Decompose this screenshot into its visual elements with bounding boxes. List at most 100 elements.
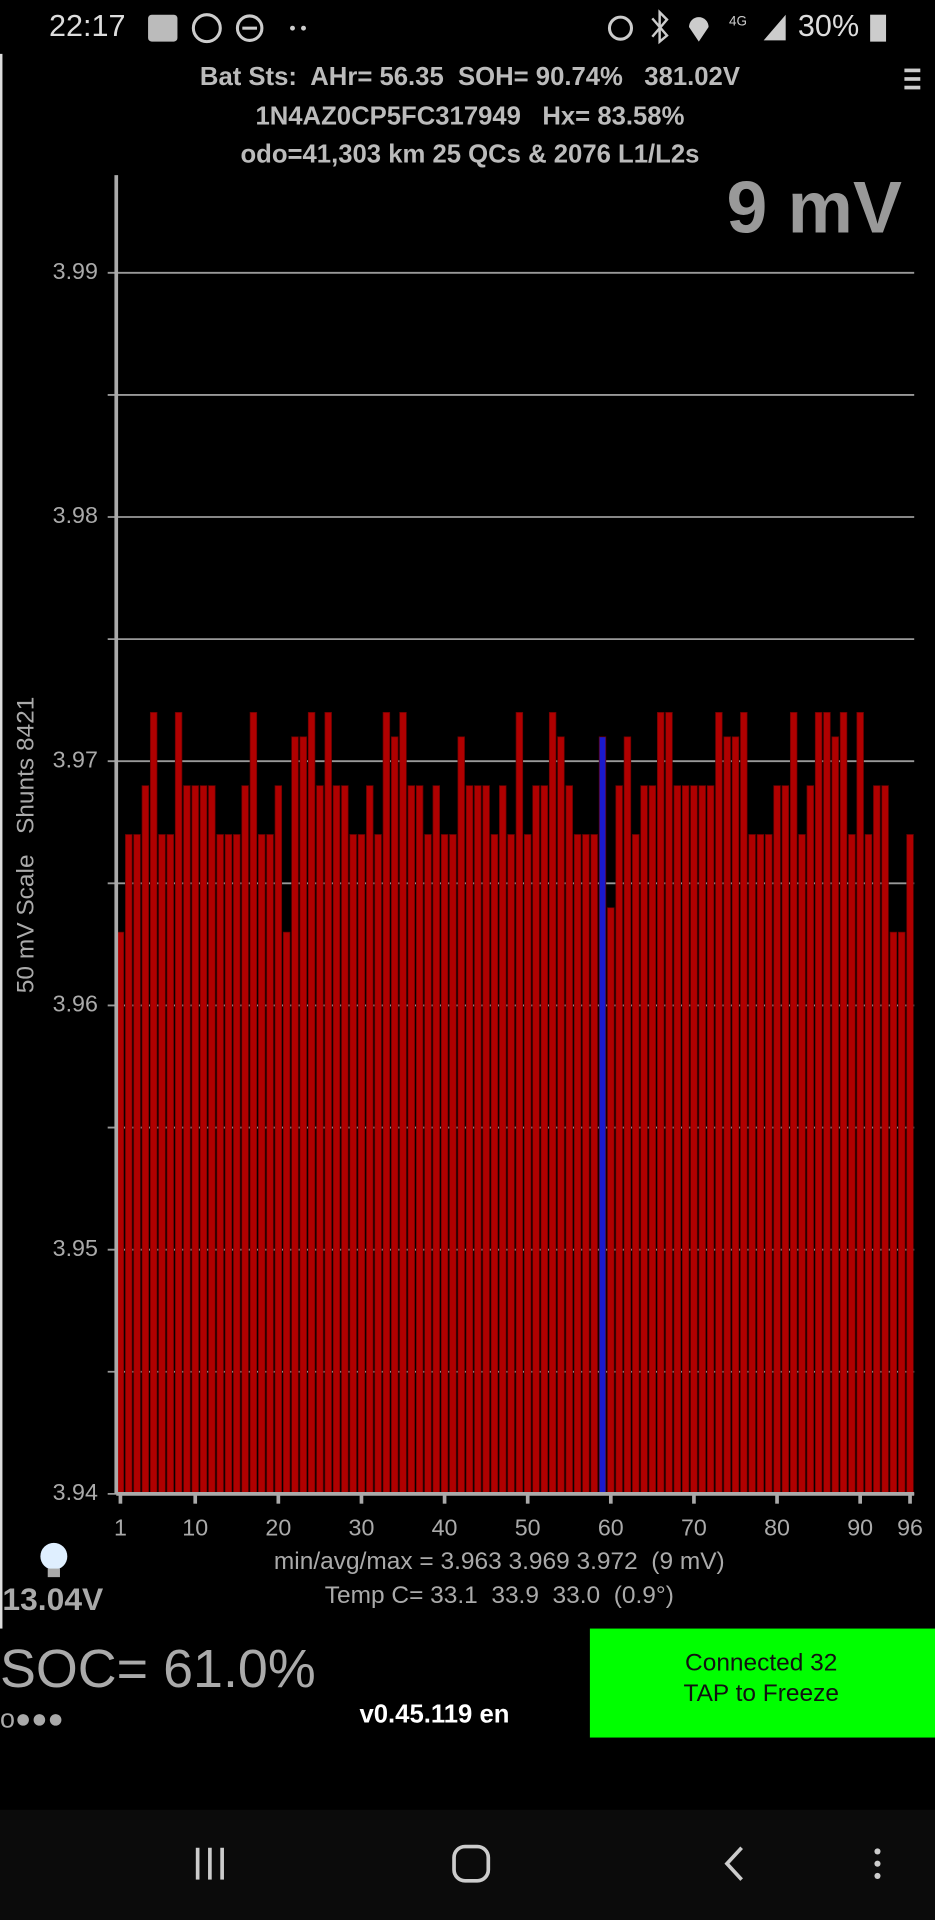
- status-icon: [651, 9, 669, 45]
- bar: [274, 785, 283, 1495]
- button-label: Connected 32: [685, 1650, 837, 1677]
- left-edge: [0, 53, 3, 1629]
- x-tick-label: 40: [432, 1515, 458, 1541]
- bar: [432, 785, 440, 1495]
- bulb-base: [47, 1568, 60, 1578]
- menu-bar: [904, 68, 921, 73]
- bar: [765, 834, 773, 1495]
- status-icon: 4G: [729, 14, 747, 29]
- bar: [598, 736, 607, 1495]
- bar: [898, 931, 906, 1495]
- status-battery: 30%: [798, 9, 859, 43]
- bar: [266, 834, 274, 1495]
- y-axis-label: 50 mV Scale Shunts 8421: [12, 697, 39, 994]
- nav-icon: [208, 1847, 212, 1880]
- bar: [391, 736, 399, 1495]
- bar: [141, 785, 150, 1495]
- bar: [399, 712, 407, 1495]
- bar: [158, 834, 166, 1495]
- nav-bar: [0, 1809, 935, 1920]
- bar: [665, 712, 673, 1495]
- bar: [490, 834, 499, 1495]
- x-tick-label: 90: [847, 1515, 873, 1541]
- bar: [540, 785, 549, 1495]
- bar: [532, 785, 540, 1495]
- bar: [515, 712, 524, 1495]
- bar: [174, 712, 183, 1495]
- status-icon: [191, 13, 222, 44]
- y-tick-label: 3.99: [53, 258, 98, 284]
- bar: [249, 712, 258, 1495]
- x-tick-label: 80: [764, 1515, 790, 1541]
- bar: [332, 785, 341, 1495]
- bar: [291, 736, 299, 1495]
- status-dots: o●●●: [0, 1704, 64, 1734]
- status-time: 22:17: [49, 9, 126, 43]
- bar: [216, 834, 224, 1495]
- bar: [723, 736, 731, 1495]
- nav-home[interactable]: [452, 1844, 491, 1883]
- bar: [648, 785, 657, 1495]
- bar: [607, 907, 615, 1495]
- x-tick-label: 50: [515, 1515, 541, 1541]
- bar: [557, 736, 565, 1495]
- bar: [282, 931, 291, 1495]
- bar: [499, 785, 507, 1495]
- nav-menu[interactable]: [874, 1848, 881, 1879]
- menu-button[interactable]: [904, 68, 921, 90]
- bar: [482, 785, 490, 1495]
- bar: [740, 712, 748, 1495]
- header-line: odo=41,303 km 25 QCs & 2076 L1/L2s: [240, 140, 699, 168]
- bar: [673, 785, 682, 1495]
- bar: [224, 834, 233, 1495]
- x-tick-label: 10: [182, 1515, 208, 1541]
- bar: [623, 736, 632, 1495]
- bar: [748, 834, 756, 1495]
- bar: [615, 785, 623, 1495]
- bar: [856, 712, 864, 1495]
- bar: [731, 736, 740, 1495]
- nav-back[interactable]: [724, 1846, 743, 1881]
- bar: [299, 736, 307, 1495]
- status-icon: [689, 17, 709, 42]
- y-tick-label: 3.97: [53, 746, 98, 772]
- bar: [199, 785, 208, 1495]
- soc: SOC= 61.0%: [0, 1639, 316, 1699]
- bar: [632, 834, 640, 1495]
- y-tick-label: 3.96: [53, 991, 98, 1017]
- bar: [166, 834, 174, 1495]
- x-tick-label: 96: [897, 1515, 923, 1541]
- stats-line: min/avg/max = 3.963 3.969 3.972 (9 mV): [274, 1548, 725, 1575]
- bar: [573, 834, 582, 1495]
- bar: [524, 834, 532, 1495]
- bar: [415, 785, 424, 1495]
- header-line: 1N4AZ0CP5FC317949 Hx= 83.58%: [255, 102, 684, 130]
- bar: [457, 736, 465, 1495]
- x-tick-label: 70: [681, 1515, 707, 1541]
- bar: [864, 834, 873, 1495]
- bar: [706, 785, 715, 1495]
- bar: [889, 931, 898, 1495]
- bar: [258, 834, 266, 1495]
- nav-recents[interactable]: [195, 1847, 224, 1880]
- bar: [324, 712, 332, 1495]
- bar: [316, 785, 324, 1495]
- y-tick-label: 3.95: [53, 1235, 98, 1261]
- header-line: Bat Sts: AHr= 56.35 SOH= 90.74% 381.02V: [200, 63, 740, 91]
- aux-voltage: 13.04V: [2, 1581, 103, 1617]
- light-icon[interactable]: [40, 1542, 68, 1578]
- status-icon: [301, 25, 306, 31]
- status-icon: [870, 14, 887, 42]
- bar: [681, 785, 690, 1495]
- freeze-button[interactable]: Connected 32 TAP to Freeze: [589, 1628, 935, 1738]
- bar: [640, 785, 648, 1495]
- bar: [690, 785, 698, 1495]
- bar: [341, 785, 349, 1495]
- bar: [241, 785, 249, 1495]
- bar: [191, 785, 199, 1495]
- bar: [831, 736, 839, 1495]
- bar: [548, 712, 557, 1495]
- bar: [374, 834, 382, 1495]
- bar: [698, 785, 706, 1495]
